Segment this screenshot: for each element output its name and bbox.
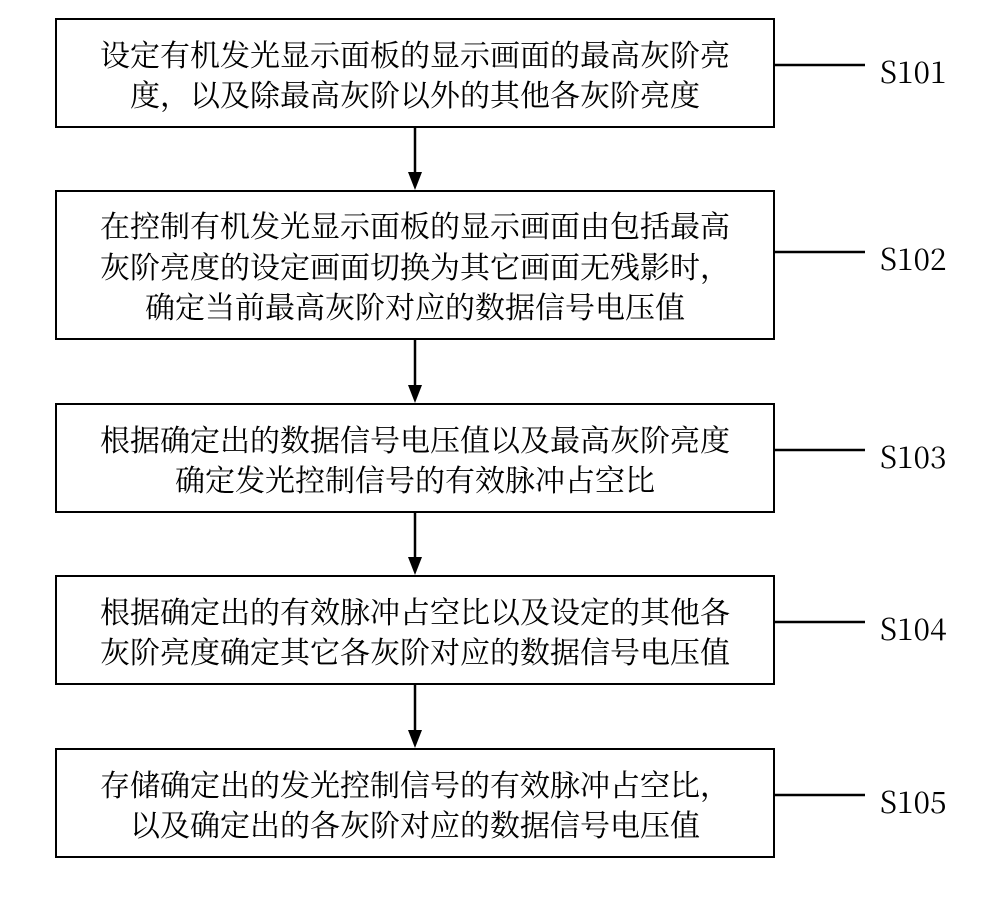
flowchart-canvas: 设定有机发光显示面板的显示画面的最高灰阶亮 度，以及除最高灰阶以外的其他各灰阶亮… [0,0,1000,903]
flow-node-line: 确定发光控制信号的有效脉冲占空比 [175,456,655,500]
flow-node-line: 确定当前最高灰阶对应的数据信号电压值 [145,283,685,327]
flow-node-s101: 设定有机发光显示面板的显示画面的最高灰阶亮 度，以及除最高灰阶以外的其他各灰阶亮… [55,18,775,128]
flow-node-line: 在控制有机发光显示面板的显示画面由包括最高 [100,202,730,246]
step-label-s105: S105 [880,778,947,822]
flow-node-s104: 根据确定出的有效脉冲占空比以及设定的其他各 灰阶亮度确定其它各灰阶对应的数据信号… [55,575,775,685]
flow-node-s105: 存储确定出的发光控制信号的有效脉冲占空比， 以及确定出的各灰阶对应的数据信号电压… [55,748,775,858]
flow-node-line: 存储确定出的发光控制信号的有效脉冲占空比， [100,761,730,805]
flow-node-line: 以及确定出的各灰阶对应的数据信号电压值 [130,801,700,845]
step-label-s104: S104 [880,605,947,649]
flow-node-line: 根据确定出的有效脉冲占空比以及设定的其他各 [100,588,730,632]
step-label-s102: S102 [880,235,947,279]
step-label-s103: S103 [880,433,947,477]
flow-node-line: 根据确定出的数据信号电压值以及最高灰阶亮度 [100,416,730,460]
flow-node-s102: 在控制有机发光显示面板的显示画面由包括最高 灰阶亮度的设定画面切换为其它画面无残… [55,190,775,340]
flow-node-line: 度，以及除最高灰阶以外的其他各灰阶亮度 [130,71,700,115]
flow-node-s103: 根据确定出的数据信号电压值以及最高灰阶亮度 确定发光控制信号的有效脉冲占空比 [55,403,775,513]
flow-node-line: 灰阶亮度确定其它各灰阶对应的数据信号电压值 [100,628,730,672]
step-label-s101: S101 [880,48,947,92]
flow-node-line: 设定有机发光显示面板的显示画面的最高灰阶亮 [100,31,730,75]
flow-node-line: 灰阶亮度的设定画面切换为其它画面无残影时， [100,243,730,287]
